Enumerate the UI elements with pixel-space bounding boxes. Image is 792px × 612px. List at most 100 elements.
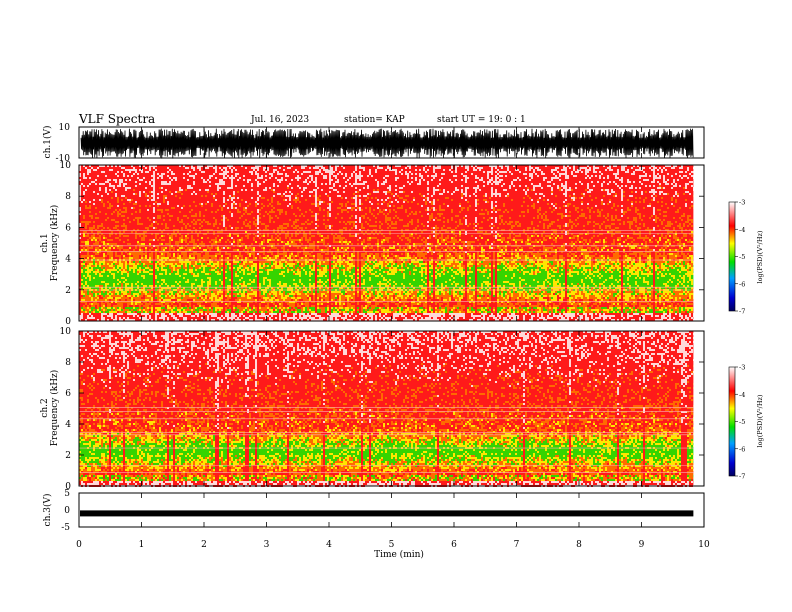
ch1-spectrogram-cell <box>85 217 87 219</box>
ch1-spectrogram-cell <box>163 299 165 301</box>
ch1-spectrogram-cell <box>113 279 115 281</box>
ch1-spectrogram-cell <box>113 197 115 199</box>
ch1-spectrogram-cell <box>159 189 161 191</box>
ch1-spectrogram-cell <box>197 229 199 231</box>
ch1-spectrogram-cell <box>201 167 203 169</box>
ch1-spectrogram-cell <box>163 291 165 293</box>
ch1-spectrogram-cell <box>181 295 183 297</box>
ch1-spectrogram-cell <box>93 311 95 313</box>
ch1-spectrogram-cell <box>169 175 171 177</box>
ch1-spectrogram-cell <box>123 285 125 287</box>
ch1-spectrogram-cell <box>129 207 131 209</box>
ch1-spectrogram-cell <box>101 181 103 183</box>
ch1-spectrogram-cell <box>189 253 191 255</box>
ch1-spectrogram-cell <box>171 191 173 193</box>
ch1-spectrogram-cell <box>117 199 119 201</box>
ch1-spectrogram-cell <box>193 171 195 173</box>
ch1-spectrogram-cell <box>83 319 85 321</box>
ch1-spectrogram-cell <box>153 299 155 301</box>
ch1-spectrogram-cell <box>185 213 187 215</box>
ch1-spectrogram-cell <box>125 313 127 315</box>
ch1-spectrogram-cell <box>197 201 199 203</box>
ch1-spectrogram-cell <box>183 199 185 201</box>
ch1-spectrogram-cell <box>147 249 149 251</box>
ch1-spectrogram-cell <box>117 233 119 235</box>
ch1-spectrogram-cell <box>117 255 119 257</box>
ch1-spectrogram-cell <box>165 179 167 181</box>
ch1-spectrogram-cell <box>111 239 113 241</box>
ch1-spectrogram-cell <box>93 265 95 267</box>
ch1-spectrogram-cell <box>119 237 121 239</box>
ch1-spectrogram-cell <box>83 263 85 265</box>
ch1-spectrogram-cell <box>91 301 93 303</box>
ch1-spectrogram-cell <box>97 173 99 175</box>
ch1-spectrogram-cell <box>157 303 159 305</box>
ch1-spectrogram-cell <box>177 193 179 195</box>
ch1-spectrogram-cell <box>99 179 101 181</box>
ch1-spectrogram-cell <box>135 211 137 213</box>
ch1-spectrogram-cell <box>89 257 91 259</box>
ch1-spectrogram-cell <box>81 311 83 313</box>
ch1-spectrogram-cell <box>107 185 109 187</box>
ch1-spectrogram-cell <box>107 255 109 257</box>
ch1-spectrogram-cell <box>105 233 107 235</box>
ch1-spectrogram-cell <box>199 181 201 183</box>
ch1-spectrogram-cell <box>163 285 165 287</box>
ch1-spectrogram-cell <box>93 175 95 177</box>
ch1-spectrogram-cell <box>91 225 93 227</box>
ch1-spectrogram-cell <box>217 193 219 195</box>
ch1-spectrogram-cell <box>177 307 179 309</box>
ch1-spectrogram-cell <box>187 165 189 167</box>
ch1-spectrogram-cell <box>199 279 201 281</box>
ch1-spectrogram-cell <box>135 315 137 317</box>
ch1-spectrogram-cell <box>141 215 143 217</box>
ch1-spectrogram-cell <box>197 319 199 321</box>
ch1-spectrogram-cell <box>121 287 123 289</box>
ch1-spectrogram-cell <box>109 317 111 319</box>
ch1-spectrogram-cell <box>149 241 151 243</box>
ch1-ytick-label: 10 <box>59 123 71 133</box>
ch1-spectrogram-cell <box>211 277 213 279</box>
ch1-spectrogram-cell <box>121 275 123 277</box>
ch1-spectrogram-cell <box>215 243 217 245</box>
ch1-spectrogram-cell <box>95 167 97 169</box>
ch1-spectrogram-cell <box>137 169 139 171</box>
ch1-spectrogram-cell <box>115 249 117 251</box>
ch1-spectrogram-cell <box>177 169 179 171</box>
ch1-spectrogram-cell <box>167 273 169 275</box>
ch1-spectrogram-cell <box>151 311 153 313</box>
ch1-spectrogram-cell <box>201 219 203 221</box>
ch1-spectrogram-cell <box>129 223 131 225</box>
ch1-spectrogram-cell <box>107 221 109 223</box>
ch1-spectrogram-cell <box>181 205 183 207</box>
ch1-spectrogram-cell <box>201 315 203 317</box>
ch1-spectrogram-cell <box>103 199 105 201</box>
ch1-spectrogram-cell <box>171 307 173 309</box>
ch1-spectrogram-cell <box>133 199 135 201</box>
ch1-spectrogram-cell <box>131 255 133 257</box>
ch1-spectrogram-cell <box>183 283 185 285</box>
ch1-spectrogram-cell <box>135 291 137 293</box>
ch1-spectrogram-cell <box>161 239 163 241</box>
ch1-spectrogram-cell <box>155 229 157 231</box>
ch1-spectrogram-cell <box>173 247 175 249</box>
ch1-spectrogram-cell <box>141 295 143 297</box>
ch1-spectrogram-cell <box>93 189 95 191</box>
ch1-spectrogram-cell <box>145 255 147 257</box>
ch1-spectrogram-cell <box>167 309 169 311</box>
ch1-spectrogram-cell <box>95 181 97 183</box>
ch1-spectrogram-cell <box>177 223 179 225</box>
ch1-spectrogram-cell <box>99 279 101 281</box>
ch1-spectrogram-cell <box>181 185 183 187</box>
ch1-spectrogram-cell <box>183 297 185 299</box>
ch1-spectrogram-cell <box>145 191 147 193</box>
ch1-spectrogram-cell <box>169 279 171 281</box>
ch1-spectrogram-cell <box>129 219 131 221</box>
ch1-spectrogram-cell <box>191 185 193 187</box>
ch1-spectrogram-cell <box>157 179 159 181</box>
ch1-spectrogram-cell <box>155 199 157 201</box>
ch1-spectrogram-cell <box>109 197 111 199</box>
ch1-spectrogram-cell <box>113 237 115 239</box>
ch1-spectrogram-cell <box>127 271 129 273</box>
ch1-spectrogram-cell <box>193 257 195 259</box>
